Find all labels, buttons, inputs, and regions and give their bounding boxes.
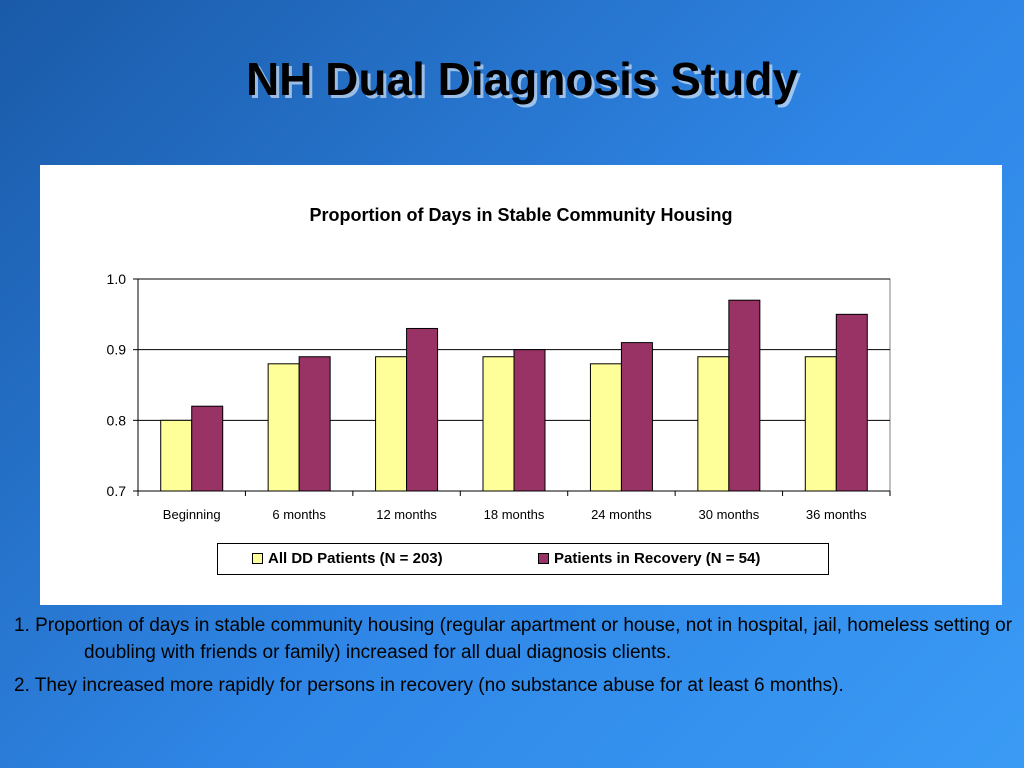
y-tick-label: 0.9 [107, 342, 127, 358]
bar-recovery [513, 349, 546, 492]
bar-all-dd [589, 363, 622, 492]
bar-all-dd [804, 356, 837, 492]
y-tick-label: 0.7 [107, 483, 127, 499]
bars [160, 299, 868, 492]
chart-title: Proportion of Days in Stable Community H… [309, 205, 732, 225]
bar-all-dd [160, 419, 193, 492]
slide-title: NH Dual Diagnosis Study [245, 53, 799, 105]
legend-label-all-dd: All DD Patients (N = 203) [268, 550, 443, 567]
bar-recovery [406, 327, 439, 492]
bar-all-dd [482, 356, 515, 492]
bar-recovery [620, 342, 653, 492]
x-tick-label: 24 months [591, 507, 652, 522]
x-tick-label: 30 months [699, 507, 760, 522]
bar-all-dd [375, 356, 408, 492]
bar-recovery [835, 313, 868, 492]
bar-recovery [728, 299, 761, 492]
bar-all-dd [267, 363, 300, 492]
bar-recovery [298, 356, 331, 492]
legend-label-recovery: Patients in Recovery (N = 54) [554, 550, 761, 567]
legend-swatch-recovery [538, 553, 549, 564]
note-1: 1. Proportion of days in stable communit… [14, 615, 1013, 663]
x-tick-label: 36 months [806, 507, 867, 522]
x-tick-label: 6 months [272, 507, 326, 522]
y-tick-label: 0.8 [107, 412, 127, 428]
x-tick-label: 12 months [376, 507, 437, 522]
slide-notes: 1. Proportion of days in stable communit… [14, 612, 1014, 705]
chart-legend: All DD Patients (N = 203) Patients in Re… [217, 543, 829, 575]
bar-recovery [191, 405, 224, 492]
legend-item-recovery: Patients in Recovery (N = 54) [538, 550, 760, 567]
legend-swatch-all-dd [252, 553, 263, 564]
x-tick-label: Beginning [163, 507, 221, 522]
chart-panel: Proportion of Days in Stable Community H… [40, 165, 1002, 605]
bar-chart: Proportion of Days in Stable Community H… [107, 205, 891, 522]
bar-all-dd [697, 356, 730, 492]
x-tick-label: 18 months [484, 507, 545, 522]
axes: 0.7 0.8 0.9 1.0 Beginning 6 months 12 months 18… [107, 271, 891, 522]
legend-item-all-dd: All DD Patients (N = 203) [252, 550, 443, 567]
y-tick-label: 1.0 [107, 271, 127, 287]
note-2: 2. They increased more rapidly for perso… [14, 675, 844, 696]
